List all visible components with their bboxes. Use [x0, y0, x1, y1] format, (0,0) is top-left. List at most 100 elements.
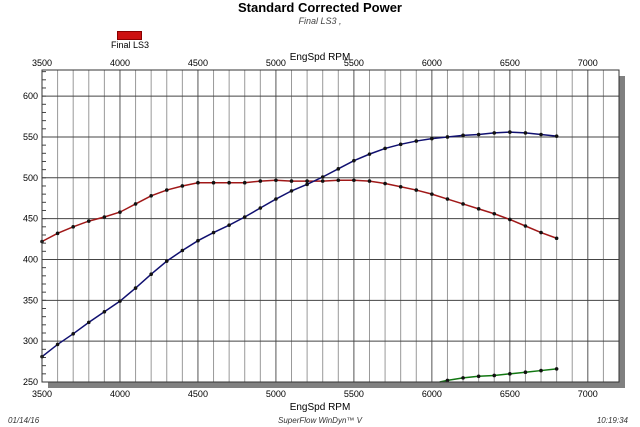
- x-tick-label-bottom: 3500: [32, 389, 52, 399]
- series-line-0: [41, 179, 557, 243]
- x-tick-label-top: 3500: [32, 58, 52, 68]
- x-tick-label-bottom: 6000: [422, 389, 442, 399]
- data-point: [133, 286, 138, 290]
- data-point: [539, 132, 543, 137]
- data-point: [508, 372, 512, 376]
- x-tick-label-bottom: 7000: [578, 389, 598, 399]
- data-point: [274, 197, 278, 201]
- data-point: [461, 133, 465, 138]
- data-point: [180, 184, 185, 188]
- data-point: [539, 230, 543, 235]
- data-point: [352, 178, 356, 183]
- data-point: [274, 178, 278, 183]
- data-point: [414, 139, 419, 143]
- data-point: [211, 180, 216, 185]
- legend-swatch-final-ls3: [117, 31, 142, 40]
- plot-border: [41, 69, 620, 383]
- data-point: [523, 370, 528, 374]
- data-point: [539, 368, 543, 373]
- data-point: [180, 248, 185, 253]
- x-tick-label-top: 6500: [500, 58, 520, 68]
- data-point: [492, 373, 497, 378]
- data-point: [320, 179, 325, 183]
- y-tick-label: 400: [23, 254, 38, 264]
- data-point: [305, 182, 309, 187]
- plot-area: [42, 70, 619, 382]
- data-point: [445, 135, 450, 139]
- data-point: [367, 152, 372, 156]
- data-point: [508, 217, 512, 222]
- data-point: [398, 184, 403, 189]
- data-point: [164, 259, 169, 263]
- data-point: [383, 181, 387, 186]
- data-point: [508, 130, 512, 134]
- data-point: [289, 189, 294, 193]
- x-tick-label-top: 5000: [266, 58, 286, 68]
- x-tick-label-top: 5500: [344, 58, 364, 68]
- data-point: [133, 202, 138, 206]
- data-point: [242, 215, 247, 219]
- data-point: [461, 202, 465, 206]
- data-point: [352, 158, 356, 163]
- data-point: [55, 342, 60, 347]
- data-point: [523, 131, 528, 135]
- data-point: [102, 215, 107, 219]
- data-point: [523, 224, 528, 228]
- data-point: [86, 219, 91, 223]
- data-point: [367, 179, 372, 183]
- y-tick-label: 500: [23, 173, 38, 183]
- data-point: [383, 146, 387, 151]
- data-point: [492, 131, 497, 135]
- plot-shadow-right: [619, 76, 625, 388]
- data-point: [430, 192, 434, 196]
- data-point: [71, 225, 75, 229]
- data-point: [196, 238, 200, 243]
- data-point: [336, 167, 341, 171]
- series-line-1: [41, 131, 557, 358]
- top-axis-title: EngSpd RPM: [289, 52, 351, 63]
- x-tick-label-bottom: 4500: [188, 389, 208, 399]
- x-tick-label-bottom: 6500: [500, 389, 520, 399]
- x-tick-label-top: 4000: [110, 58, 130, 68]
- chart-subtitle: Final LS3 ,: [298, 16, 342, 26]
- data-point: [398, 142, 403, 147]
- data-point: [476, 207, 481, 211]
- x-tick-label-top: 4500: [188, 58, 208, 68]
- plot-shadow-bottom: [48, 382, 625, 388]
- data-point: [102, 309, 107, 314]
- footer-time: 10:19:34: [596, 416, 628, 425]
- data-point: [320, 175, 325, 179]
- data-point: [227, 180, 231, 185]
- data-point: [149, 272, 153, 276]
- x-tick-label-bottom: 4000: [110, 389, 130, 399]
- data-point: [242, 180, 247, 185]
- data-point: [305, 179, 309, 183]
- bottom-axis-title: EngSpd RPM: [289, 402, 351, 413]
- y-tick-label: 350: [23, 295, 38, 305]
- y-tick-label: 550: [23, 132, 38, 142]
- data-point: [445, 378, 450, 383]
- data-point: [164, 188, 169, 192]
- data-point: [71, 332, 75, 336]
- data-point: [211, 230, 216, 235]
- data-point: [258, 179, 263, 183]
- x-tick-label-bottom: 5500: [344, 389, 364, 399]
- y-tick-label: 250: [23, 377, 38, 387]
- data-point: [492, 211, 497, 216]
- data-point: [430, 136, 434, 141]
- data-point: [476, 374, 481, 379]
- data-point: [86, 320, 91, 325]
- data-point: [118, 299, 122, 303]
- y-tick-label: 600: [23, 91, 38, 101]
- data-point: [554, 134, 559, 138]
- y-tick-label: 300: [23, 336, 38, 346]
- y-tick-label: 450: [23, 214, 38, 224]
- data-point: [227, 223, 231, 227]
- legend-label-final-ls3: Final LS3: [110, 40, 150, 50]
- data-point: [414, 188, 419, 192]
- data-point: [336, 178, 341, 183]
- data-point: [118, 210, 122, 214]
- data-point: [55, 231, 60, 236]
- footer-software: SuperFlow WinDyn™ V: [278, 416, 362, 425]
- data-point: [196, 180, 200, 185]
